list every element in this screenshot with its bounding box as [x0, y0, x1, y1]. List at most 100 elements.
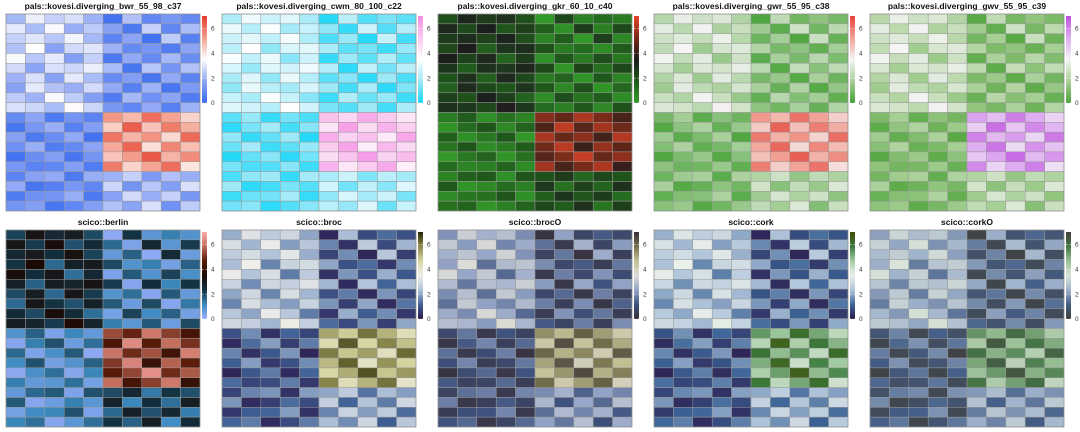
heatmap-cell	[653, 181, 674, 192]
heatmap-cell	[102, 338, 123, 349]
legend-tick-label: 4	[1075, 50, 1079, 57]
heatmap-cell	[495, 141, 516, 153]
heatmap-cell	[534, 112, 555, 123]
heatmap-cell	[653, 347, 674, 359]
heatmap-cell	[592, 102, 613, 113]
heatmap-cell	[221, 23, 242, 34]
heatmap-cell	[396, 416, 417, 428]
heatmap-cell	[357, 102, 378, 113]
heatmap-cell	[357, 288, 378, 300]
heatmap-cell	[279, 308, 300, 319]
heatmap-cell	[1024, 23, 1045, 34]
heatmap-cell	[180, 357, 201, 369]
heatmap-cell	[279, 72, 300, 84]
heatmap-cell	[357, 347, 378, 359]
heatmap-cell	[279, 53, 300, 64]
heatmap-cell	[495, 33, 516, 44]
heatmap-cell	[869, 131, 890, 143]
heatmap-cell	[180, 318, 201, 329]
heatmap-cell	[612, 200, 633, 212]
legend-tick-label: 4	[643, 266, 647, 273]
heatmap-cell	[221, 13, 242, 25]
heatmap-cell	[692, 318, 713, 329]
heatmap-cell	[376, 407, 397, 418]
color-legend-bar	[634, 232, 639, 319]
heatmap-cell	[673, 112, 694, 123]
heatmap-cell	[789, 367, 810, 378]
heatmap-cell	[83, 318, 104, 329]
heatmap-cell	[299, 328, 320, 339]
legend-tick-label: 2	[1075, 75, 1079, 82]
heatmap-cell	[318, 269, 339, 280]
heatmap-cell	[534, 338, 555, 349]
heatmap-cell	[986, 357, 1007, 369]
heatmap-cell	[770, 347, 791, 359]
heatmap-cell	[241, 151, 262, 162]
heatmap-cell	[1044, 151, 1065, 162]
heatmap-cell	[5, 298, 26, 310]
heatmap-cell	[908, 279, 929, 290]
heatmap-cell	[160, 328, 181, 339]
heatmap-cell	[869, 161, 890, 172]
heatmap-cell	[495, 53, 516, 64]
heatmap-cell	[63, 239, 84, 250]
heatmap-cell	[102, 181, 123, 192]
heatmap-cell	[1044, 161, 1065, 172]
heatmap-cell	[141, 53, 162, 64]
heatmap-cell	[573, 151, 594, 162]
heatmap-cell	[573, 387, 594, 398]
heatmap-cell	[396, 259, 417, 270]
heatmap-cell	[986, 33, 1007, 44]
heatmap-cell	[711, 397, 732, 408]
heatmap-cell	[141, 171, 162, 182]
heatmap-cell	[299, 191, 320, 202]
heatmap-cell	[612, 151, 633, 162]
heatmap-cell	[673, 23, 694, 34]
heatmap-cell	[376, 357, 397, 369]
heatmap-cell	[947, 131, 968, 143]
heatmap-cell	[673, 181, 694, 192]
heatmap-cell	[318, 72, 339, 84]
heatmap-cell	[5, 43, 26, 54]
heatmap-cell	[966, 13, 987, 25]
heatmap-cell	[554, 102, 575, 113]
heatmap-cell	[592, 269, 613, 280]
heatmap-grid	[653, 229, 849, 428]
heatmap-cell	[750, 63, 771, 74]
heatmap-cell	[122, 397, 143, 408]
heatmap-cell	[869, 43, 890, 54]
heatmap-cell	[927, 357, 948, 369]
heatmap-cell	[5, 191, 26, 202]
panel-title: pals::kovesi.diverging_gwv_55_95_c39	[888, 1, 1047, 11]
heatmap-cell	[1024, 367, 1045, 378]
heatmap-cell	[692, 131, 713, 143]
heatmap-cell	[241, 171, 262, 182]
heatmap-cell	[573, 33, 594, 44]
heatmap-cell	[338, 181, 359, 192]
heatmap-cell	[63, 288, 84, 300]
heatmap-cell	[908, 298, 929, 310]
heatmap-cell	[476, 33, 497, 44]
heatmap-cell	[122, 259, 143, 270]
heatmap-cell	[299, 377, 320, 388]
heatmap-cell	[986, 387, 1007, 398]
heatmap-cell	[808, 298, 829, 310]
heatmap-cell	[828, 328, 849, 339]
heatmap-cell	[160, 151, 181, 162]
heatmap-cell	[653, 53, 674, 64]
heatmap-cell	[573, 249, 594, 260]
heatmap-cell	[554, 328, 575, 339]
heatmap-cell	[573, 416, 594, 428]
heatmap-cell	[63, 102, 84, 113]
heatmap-cell	[612, 298, 633, 310]
heatmap-cell	[376, 387, 397, 398]
heatmap-grid	[5, 229, 201, 428]
heatmap-cell	[457, 200, 478, 212]
heatmap-cell	[141, 112, 162, 123]
heatmap-cell	[692, 122, 713, 133]
heatmap-cell	[789, 387, 810, 398]
heatmap-cell	[927, 151, 948, 162]
heatmap-cell	[828, 23, 849, 34]
heatmap-cell	[141, 387, 162, 398]
heatmap-cell	[221, 43, 242, 54]
